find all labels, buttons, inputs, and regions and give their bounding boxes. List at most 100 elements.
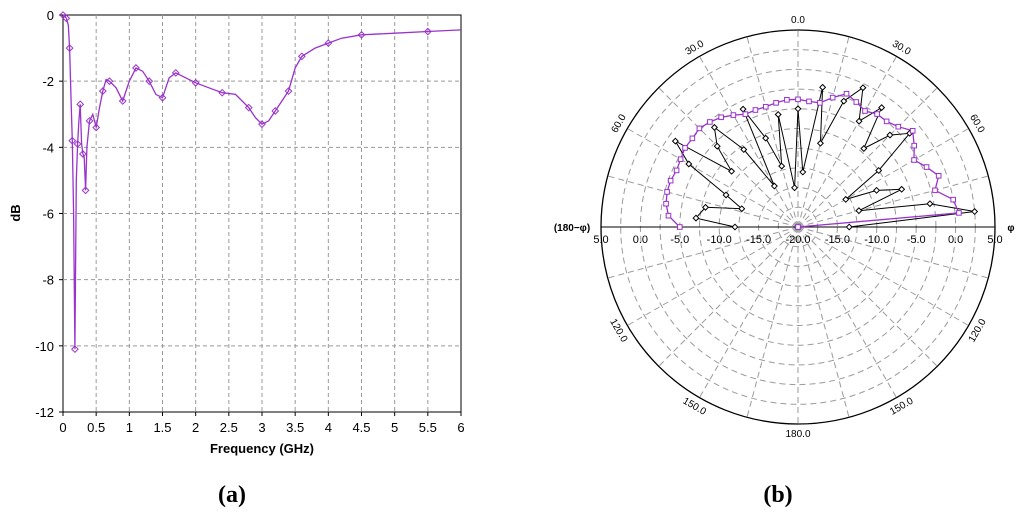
- data-point-marker: [218, 88, 227, 97]
- data-point-marker: [713, 142, 721, 150]
- data-point-marker: [874, 111, 880, 117]
- data-point-marker: [707, 119, 713, 125]
- data-point-marker: [722, 191, 730, 199]
- data-point-marker: [677, 156, 684, 163]
- data-point-marker: [258, 120, 266, 129]
- data-point-marker: [752, 107, 759, 113]
- data-point-marker: [860, 145, 868, 153]
- data-point-marker: [845, 223, 853, 231]
- radial-tick-labels: 5.0 5.0 0.0 0.0 -5.0 -5.0 -10.0 -10.0 -15.0 -15.0…: [593, 234, 1002, 246]
- data-point-marker: [98, 87, 107, 95]
- data-point-marker: [843, 90, 850, 97]
- data-point-marker: [667, 177, 674, 184]
- x-tick-label: 4.5: [352, 420, 370, 435]
- data-point-marker: [423, 27, 432, 36]
- data-point-marker: [244, 103, 253, 112]
- polar-spoke: [746, 36, 799, 228]
- angle-tick-label: 120.0: [967, 317, 989, 345]
- data-point-marker: [840, 97, 848, 105]
- panel-a-chart: 0 0.5 1 1.5 2 2.5 3 3.5 4 4.5 5 5.5 6 0 -2 -4 -6 -8 -10 -1…: [8, 8, 465, 508]
- data-point-marker: [158, 93, 167, 102]
- polar-spoke: [797, 128, 969, 228]
- angle-tick-label: 150.0: [681, 396, 709, 418]
- polar-spoke: [658, 87, 799, 228]
- data-point-marker: [677, 224, 683, 230]
- data-point-marker: [898, 185, 906, 193]
- x-tick-label: 1: [126, 420, 133, 435]
- data-point-marker: [886, 131, 894, 139]
- data-point-marker: [665, 212, 672, 219]
- data-point-marker: [909, 127, 916, 134]
- polar-spoke: [797, 56, 897, 228]
- data-point-marker: [806, 98, 812, 105]
- radial-tick-label: 0.0: [633, 234, 648, 246]
- y-axis-label: dB: [8, 204, 23, 221]
- data-point-marker: [731, 223, 739, 231]
- data-point-marker: [663, 200, 669, 207]
- data-point-marker: [911, 142, 917, 149]
- polar-grid: [600, 29, 996, 425]
- y-tick-label: -2: [42, 74, 54, 89]
- angle-tick-label: 180.0: [785, 429, 810, 440]
- data-point-marker: [795, 224, 801, 230]
- radial-tick-label: -15.0: [746, 234, 771, 246]
- data-point-marker: [923, 164, 930, 170]
- radial-tick-label: 5.0: [593, 234, 608, 246]
- x-tick-label: 6: [457, 420, 464, 435]
- polar-spoke: [627, 128, 799, 228]
- data-point-marker: [92, 123, 101, 132]
- angle-tick-label: 0.0: [791, 15, 805, 26]
- data-point-marker: [950, 196, 957, 203]
- data-point-marker: [740, 146, 748, 154]
- data-point-marker: [784, 97, 790, 103]
- data-point-marker: [794, 105, 802, 113]
- polar-spoke: [797, 175, 989, 228]
- data-point-marker: [859, 84, 867, 92]
- x-tick-label: 3.5: [286, 420, 304, 435]
- data-point-marker: [65, 44, 74, 52]
- series-markers-black: [671, 83, 979, 231]
- data-point-marker: [895, 123, 902, 130]
- data-point-marker: [862, 108, 868, 114]
- data-point-marker: [171, 68, 180, 77]
- y-tick-labels: 0 -2 -4 -6 -8 -10 -12: [35, 8, 54, 420]
- polar-spoke: [627, 226, 799, 326]
- y-tick-label: 0: [47, 8, 54, 23]
- data-point-marker: [778, 162, 786, 170]
- data-point-marker: [324, 39, 333, 48]
- polar-spoke: [797, 226, 969, 326]
- radial-tick-label: -5.0: [907, 234, 926, 246]
- data-point-marker: [692, 214, 700, 222]
- data-point-marker: [81, 186, 90, 195]
- polar-spoke: [607, 226, 799, 279]
- data-point-marker: [819, 83, 827, 91]
- x-tick-label: 3: [258, 420, 265, 435]
- data-point-marker: [878, 104, 886, 112]
- data-point-marker: [689, 135, 696, 142]
- data-point-marker: [742, 111, 749, 117]
- x-tick-label: 0: [59, 420, 66, 435]
- x-tick-label: 4: [325, 420, 332, 435]
- x-tick-labels: 0 0.5 1 1.5 2 2.5 3 3.5 4 4.5 5 5.5 6: [59, 420, 464, 435]
- data-point-marker: [926, 200, 934, 208]
- polar-spoke: [797, 87, 938, 228]
- polar-spoke: [797, 226, 850, 418]
- radial-tick-label: 5.0: [987, 234, 1002, 246]
- data-point-marker: [738, 205, 746, 213]
- data-point-marker: [85, 116, 94, 125]
- data-point-marker: [145, 77, 154, 86]
- polar-spoke: [797, 36, 850, 228]
- data-point-marker: [682, 145, 688, 151]
- data-point-marker: [791, 184, 799, 192]
- data-point-marker: [271, 107, 280, 115]
- data-point-marker: [883, 118, 890, 125]
- polar-spoke: [658, 226, 799, 367]
- data-point-marker: [118, 97, 127, 105]
- data-point-marker: [770, 182, 778, 190]
- data-point-marker: [956, 210, 962, 216]
- x-tick-label: 1.5: [153, 420, 171, 435]
- panel-b-polar-chart: 5.0 5.0 0.0 0.0 -5.0 -5.0 -10.0 -10.0 -15.0 -15.0…: [554, 15, 1015, 508]
- radial-tick-label: -15.0: [825, 234, 850, 246]
- y-tick-label: -8: [42, 273, 54, 288]
- data-point-marker: [105, 77, 114, 86]
